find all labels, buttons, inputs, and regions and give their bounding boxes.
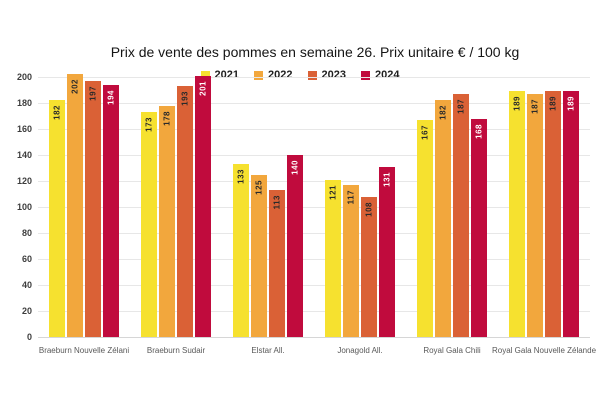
x-axis-category-label: Jonagold All. <box>337 346 383 355</box>
bar-2021-6: 189 <box>509 91 525 337</box>
x-axis-category-label: Royal Gala Nouvelle Zélande <box>491 346 597 355</box>
bar-2024-5: 168 <box>471 118 487 337</box>
bar-value-label: 108 <box>364 201 374 217</box>
legend-swatch-icon <box>307 70 317 80</box>
gridline-80 <box>38 233 590 234</box>
bar-value-label: 201 <box>198 80 208 96</box>
bar-value-label: 182 <box>438 105 448 121</box>
bar-2022-6: 187 <box>527 93 543 337</box>
bar-2022-3: 125 <box>251 174 267 337</box>
legend-swatch-icon <box>254 70 264 80</box>
y-axis-tick-label: 140 <box>16 150 32 160</box>
legend-item-2023: 2023 <box>307 69 346 81</box>
bar-group-4: 121 117 108 131 <box>314 77 406 337</box>
legend-label: 2021 <box>214 69 240 81</box>
legend-label: 2023 <box>321 69 346 81</box>
bar-2024-2: 201 <box>195 75 211 337</box>
x-axis-category-label: Royal Gala Chili <box>423 346 481 355</box>
bar-value-label: 168 <box>474 123 484 139</box>
gridline-180 <box>38 103 590 104</box>
bar-2024-6: 189 <box>563 91 579 337</box>
legend-item-2021: 2021 <box>200 69 240 81</box>
gridline-40 <box>38 285 590 286</box>
gridline-200 <box>38 77 590 78</box>
y-axis-tick-label: 120 <box>16 176 32 186</box>
bar-value-label: 178 <box>162 110 172 126</box>
gridline-120 <box>38 181 590 182</box>
y-axis-tick-label: 0 <box>26 332 32 342</box>
bar-value-label: 167 <box>420 124 430 140</box>
bar-value-label: 187 <box>456 98 466 114</box>
bar-2021-4: 121 <box>325 179 341 337</box>
bar-value-label: 140 <box>290 160 300 175</box>
legend-item-2024: 2024 <box>360 69 400 81</box>
bar-2023-2: 193 <box>177 86 193 337</box>
bar-2021-3: 133 <box>233 164 249 337</box>
legend-label: 2022 <box>268 69 293 81</box>
chart-title: Prix de vente des pommes en semaine 26. … <box>110 44 520 60</box>
bar-value-label: 113 <box>272 195 282 210</box>
bar-value-label: 131 <box>382 171 392 187</box>
bar-value-label: 187 <box>530 98 540 114</box>
y-axis-tick-label: 60 <box>21 254 32 264</box>
bar-2023-3: 113 <box>269 190 285 337</box>
bar-value-label: 125 <box>254 179 264 195</box>
y-axis-tick-label: 200 <box>16 72 32 82</box>
bar-value-label: 194 <box>106 89 116 105</box>
bar-2023-1: 197 <box>85 80 101 337</box>
plot-area: 182 202 197 194 173 178 193 201 133 125 113 140 121 1… <box>38 74 590 338</box>
bar-group-5: 167 182 187 168 <box>406 77 498 337</box>
x-axis-category-label: Elstar All. <box>251 346 285 355</box>
bar-value-label: 197 <box>88 85 98 101</box>
bar-value-label: 173 <box>144 117 154 132</box>
bar-value-label: 133 <box>236 169 246 184</box>
bar-2024-3: 140 <box>287 155 303 337</box>
bar-2021-2: 173 <box>141 112 157 337</box>
bar-2023-4: 108 <box>361 196 377 337</box>
legend-item-2022: 2022 <box>254 69 293 81</box>
bar-group-6: 189 187 189 189 <box>498 77 590 337</box>
legend-swatch-icon <box>360 70 370 80</box>
gridline-160 <box>38 129 590 130</box>
bar-2021-1: 182 <box>49 100 65 337</box>
gridline-140 <box>38 155 590 156</box>
bar-value-label: 189 <box>512 96 522 112</box>
bar-value-label: 202 <box>70 79 80 95</box>
bar-2022-2: 178 <box>159 105 175 337</box>
x-axis-category-label: Braeburn Sudair <box>146 346 206 355</box>
bar-group-2: 173 178 193 201 <box>130 75 222 337</box>
bar-value-label: 189 <box>548 96 558 112</box>
y-axis-tick-label: 80 <box>21 228 32 238</box>
bar-value-label: 121 <box>328 184 338 200</box>
bar-2023-5: 187 <box>453 93 469 337</box>
y-axis-tick-label: 160 <box>16 124 32 134</box>
y-axis-tick-label: 100 <box>16 202 32 212</box>
bar-2022-5: 182 <box>435 100 451 337</box>
bar-value-label: 189 <box>566 96 576 112</box>
y-axis-tick-label: 40 <box>21 280 32 290</box>
y-axis-tick-label: 20 <box>21 306 32 316</box>
gridline-20 <box>38 311 590 312</box>
bar-value-label: 182 <box>52 105 62 121</box>
bar-value-label: 193 <box>180 91 190 106</box>
y-axis-tick-label: 180 <box>16 98 32 108</box>
bar-2021-5: 167 <box>417 119 433 337</box>
gridline-0 <box>38 337 590 338</box>
x-axis-category-label: Braeburn Nouvelle Zélani <box>38 346 130 355</box>
bar-2023-6: 189 <box>545 91 561 337</box>
legend-swatch-icon <box>200 70 210 80</box>
bar-2024-1: 194 <box>103 84 119 337</box>
bar-value-label: 117 <box>346 189 356 205</box>
bar-group-3: 133 125 113 140 <box>222 77 314 337</box>
chart-legend: 2021 2022 2023 2024 <box>0 68 600 82</box>
gridline-100 <box>38 207 590 208</box>
bar-2024-4: 131 <box>379 166 395 337</box>
bar-group-1: 182 202 197 194 <box>38 74 130 337</box>
gridline-60 <box>38 259 590 260</box>
bar-2022-1: 202 <box>67 74 83 337</box>
bar-2022-4: 117 <box>343 184 359 337</box>
legend-label: 2024 <box>374 69 400 81</box>
